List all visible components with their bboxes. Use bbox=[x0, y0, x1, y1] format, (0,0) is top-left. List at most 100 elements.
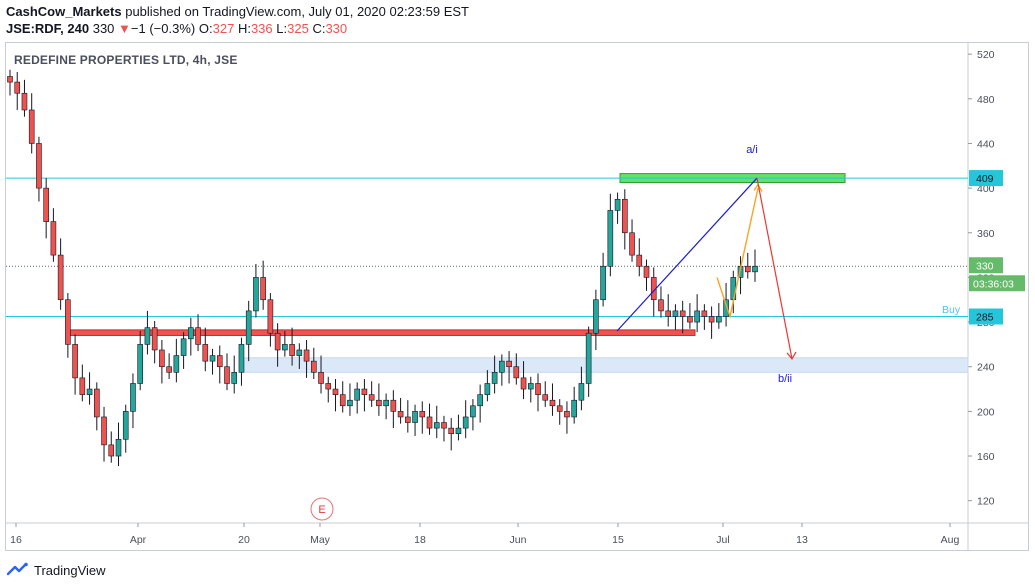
level-box-285 bbox=[969, 308, 1003, 325]
candle-body bbox=[419, 411, 426, 418]
candle-body bbox=[202, 344, 209, 362]
candle-body bbox=[462, 416, 469, 429]
ohlc-line: JSE:RDF, 240 330 ▼−1 (−0.3%) O:327 H:336… bbox=[6, 21, 347, 36]
candle-body bbox=[36, 143, 42, 189]
countdown-box bbox=[969, 275, 1025, 292]
publisher-name[interactable]: CashCow_Markets bbox=[6, 4, 122, 19]
candle-body bbox=[513, 366, 520, 379]
change-value: −1 (−0.3%) bbox=[130, 21, 196, 36]
candle-body bbox=[520, 377, 527, 390]
candle-body bbox=[245, 310, 252, 345]
candle-body bbox=[137, 344, 143, 384]
candle-body bbox=[303, 349, 310, 362]
support-zone bbox=[66, 329, 696, 336]
candle-body bbox=[716, 316, 722, 323]
tradingview-logo-icon bbox=[6, 562, 28, 576]
candle-body bbox=[622, 198, 628, 234]
candle-body bbox=[701, 310, 708, 317]
level-label-409: 409 bbox=[976, 173, 994, 185]
candle-body bbox=[679, 310, 686, 317]
y-tick-label: 240 bbox=[977, 362, 995, 374]
candle-body bbox=[658, 299, 664, 312]
projection-orange-line bbox=[716, 187, 759, 320]
high-label: H: bbox=[237, 21, 251, 36]
candle-body bbox=[50, 221, 57, 256]
x-tick-label: May bbox=[310, 534, 331, 546]
candle-body bbox=[643, 265, 650, 278]
candle-body bbox=[376, 399, 382, 407]
chart-title: REDEFINE PROPERTIES LTD, 4h, JSE bbox=[14, 53, 238, 67]
candle-body bbox=[412, 411, 418, 423]
candle-body bbox=[578, 383, 585, 401]
candle-body bbox=[267, 299, 274, 334]
target-zone bbox=[243, 357, 969, 373]
candle-body bbox=[607, 210, 614, 267]
candle-body bbox=[477, 394, 483, 407]
x-tick-label: 16 bbox=[10, 534, 22, 546]
candle-body bbox=[282, 344, 288, 351]
candle-body bbox=[231, 372, 238, 384]
candle-body bbox=[43, 187, 49, 222]
candle-body bbox=[665, 310, 672, 317]
wave-a-label: a/i bbox=[746, 144, 758, 156]
candle-body bbox=[672, 310, 679, 317]
x-tick-label: 20 bbox=[238, 534, 250, 546]
level-label-285: 285 bbox=[976, 311, 994, 323]
y-tick-label: 360 bbox=[977, 228, 995, 240]
candle-body bbox=[151, 327, 158, 351]
candle-body bbox=[108, 444, 115, 457]
candle-body bbox=[535, 383, 541, 395]
y-tick-label: 200 bbox=[977, 406, 995, 418]
candle-body bbox=[347, 399, 353, 407]
candle-body bbox=[687, 316, 693, 323]
candle-body bbox=[7, 76, 13, 83]
candle-body bbox=[14, 81, 21, 94]
candle-body bbox=[195, 327, 201, 345]
x-tick-label: Aug bbox=[941, 534, 960, 546]
y-tick-label: 120 bbox=[977, 496, 995, 508]
candle-body bbox=[484, 383, 491, 395]
candle-body bbox=[564, 411, 570, 418]
candle-body bbox=[397, 411, 404, 418]
level-box-409 bbox=[969, 170, 1003, 187]
candle-body bbox=[209, 355, 216, 362]
candle-body bbox=[72, 344, 78, 379]
last-price-box bbox=[969, 257, 1003, 274]
candle-body bbox=[28, 109, 35, 144]
candle-body bbox=[614, 198, 621, 211]
candle-body bbox=[723, 299, 729, 317]
x-tick-label: Apr bbox=[130, 534, 147, 546]
candle-body bbox=[542, 394, 549, 401]
chart-frame bbox=[5, 42, 1029, 551]
candle-body bbox=[310, 360, 317, 373]
candle-body bbox=[224, 366, 230, 384]
buy-label: Buy bbox=[942, 304, 961, 316]
candle-body bbox=[260, 277, 266, 301]
candle-body bbox=[448, 427, 455, 434]
candle-body bbox=[491, 372, 498, 384]
candle-body bbox=[122, 411, 129, 440]
candle-body bbox=[93, 388, 100, 418]
candle-body bbox=[455, 427, 462, 434]
candle-body bbox=[441, 422, 447, 429]
candle-body bbox=[325, 383, 332, 390]
candle-body bbox=[289, 344, 295, 356]
candle-body bbox=[549, 399, 556, 407]
x-tick-label: 15 bbox=[612, 534, 624, 546]
candle-body bbox=[173, 355, 180, 373]
change-down-icon: ▼ bbox=[118, 21, 131, 36]
close-label: C: bbox=[312, 21, 326, 36]
candle-body bbox=[21, 92, 28, 111]
candle-body bbox=[354, 388, 360, 401]
candle-body bbox=[144, 327, 151, 345]
candle-body bbox=[86, 388, 93, 395]
candle-body bbox=[390, 399, 397, 412]
footer: TradingView bbox=[6, 562, 106, 578]
candle-body bbox=[180, 338, 187, 356]
projection-red-line bbox=[756, 177, 793, 360]
candle-body bbox=[527, 383, 534, 390]
candle-body bbox=[130, 383, 136, 412]
y-tick-label: 400 bbox=[977, 183, 995, 195]
footer-brand[interactable]: TradingView bbox=[34, 562, 106, 578]
